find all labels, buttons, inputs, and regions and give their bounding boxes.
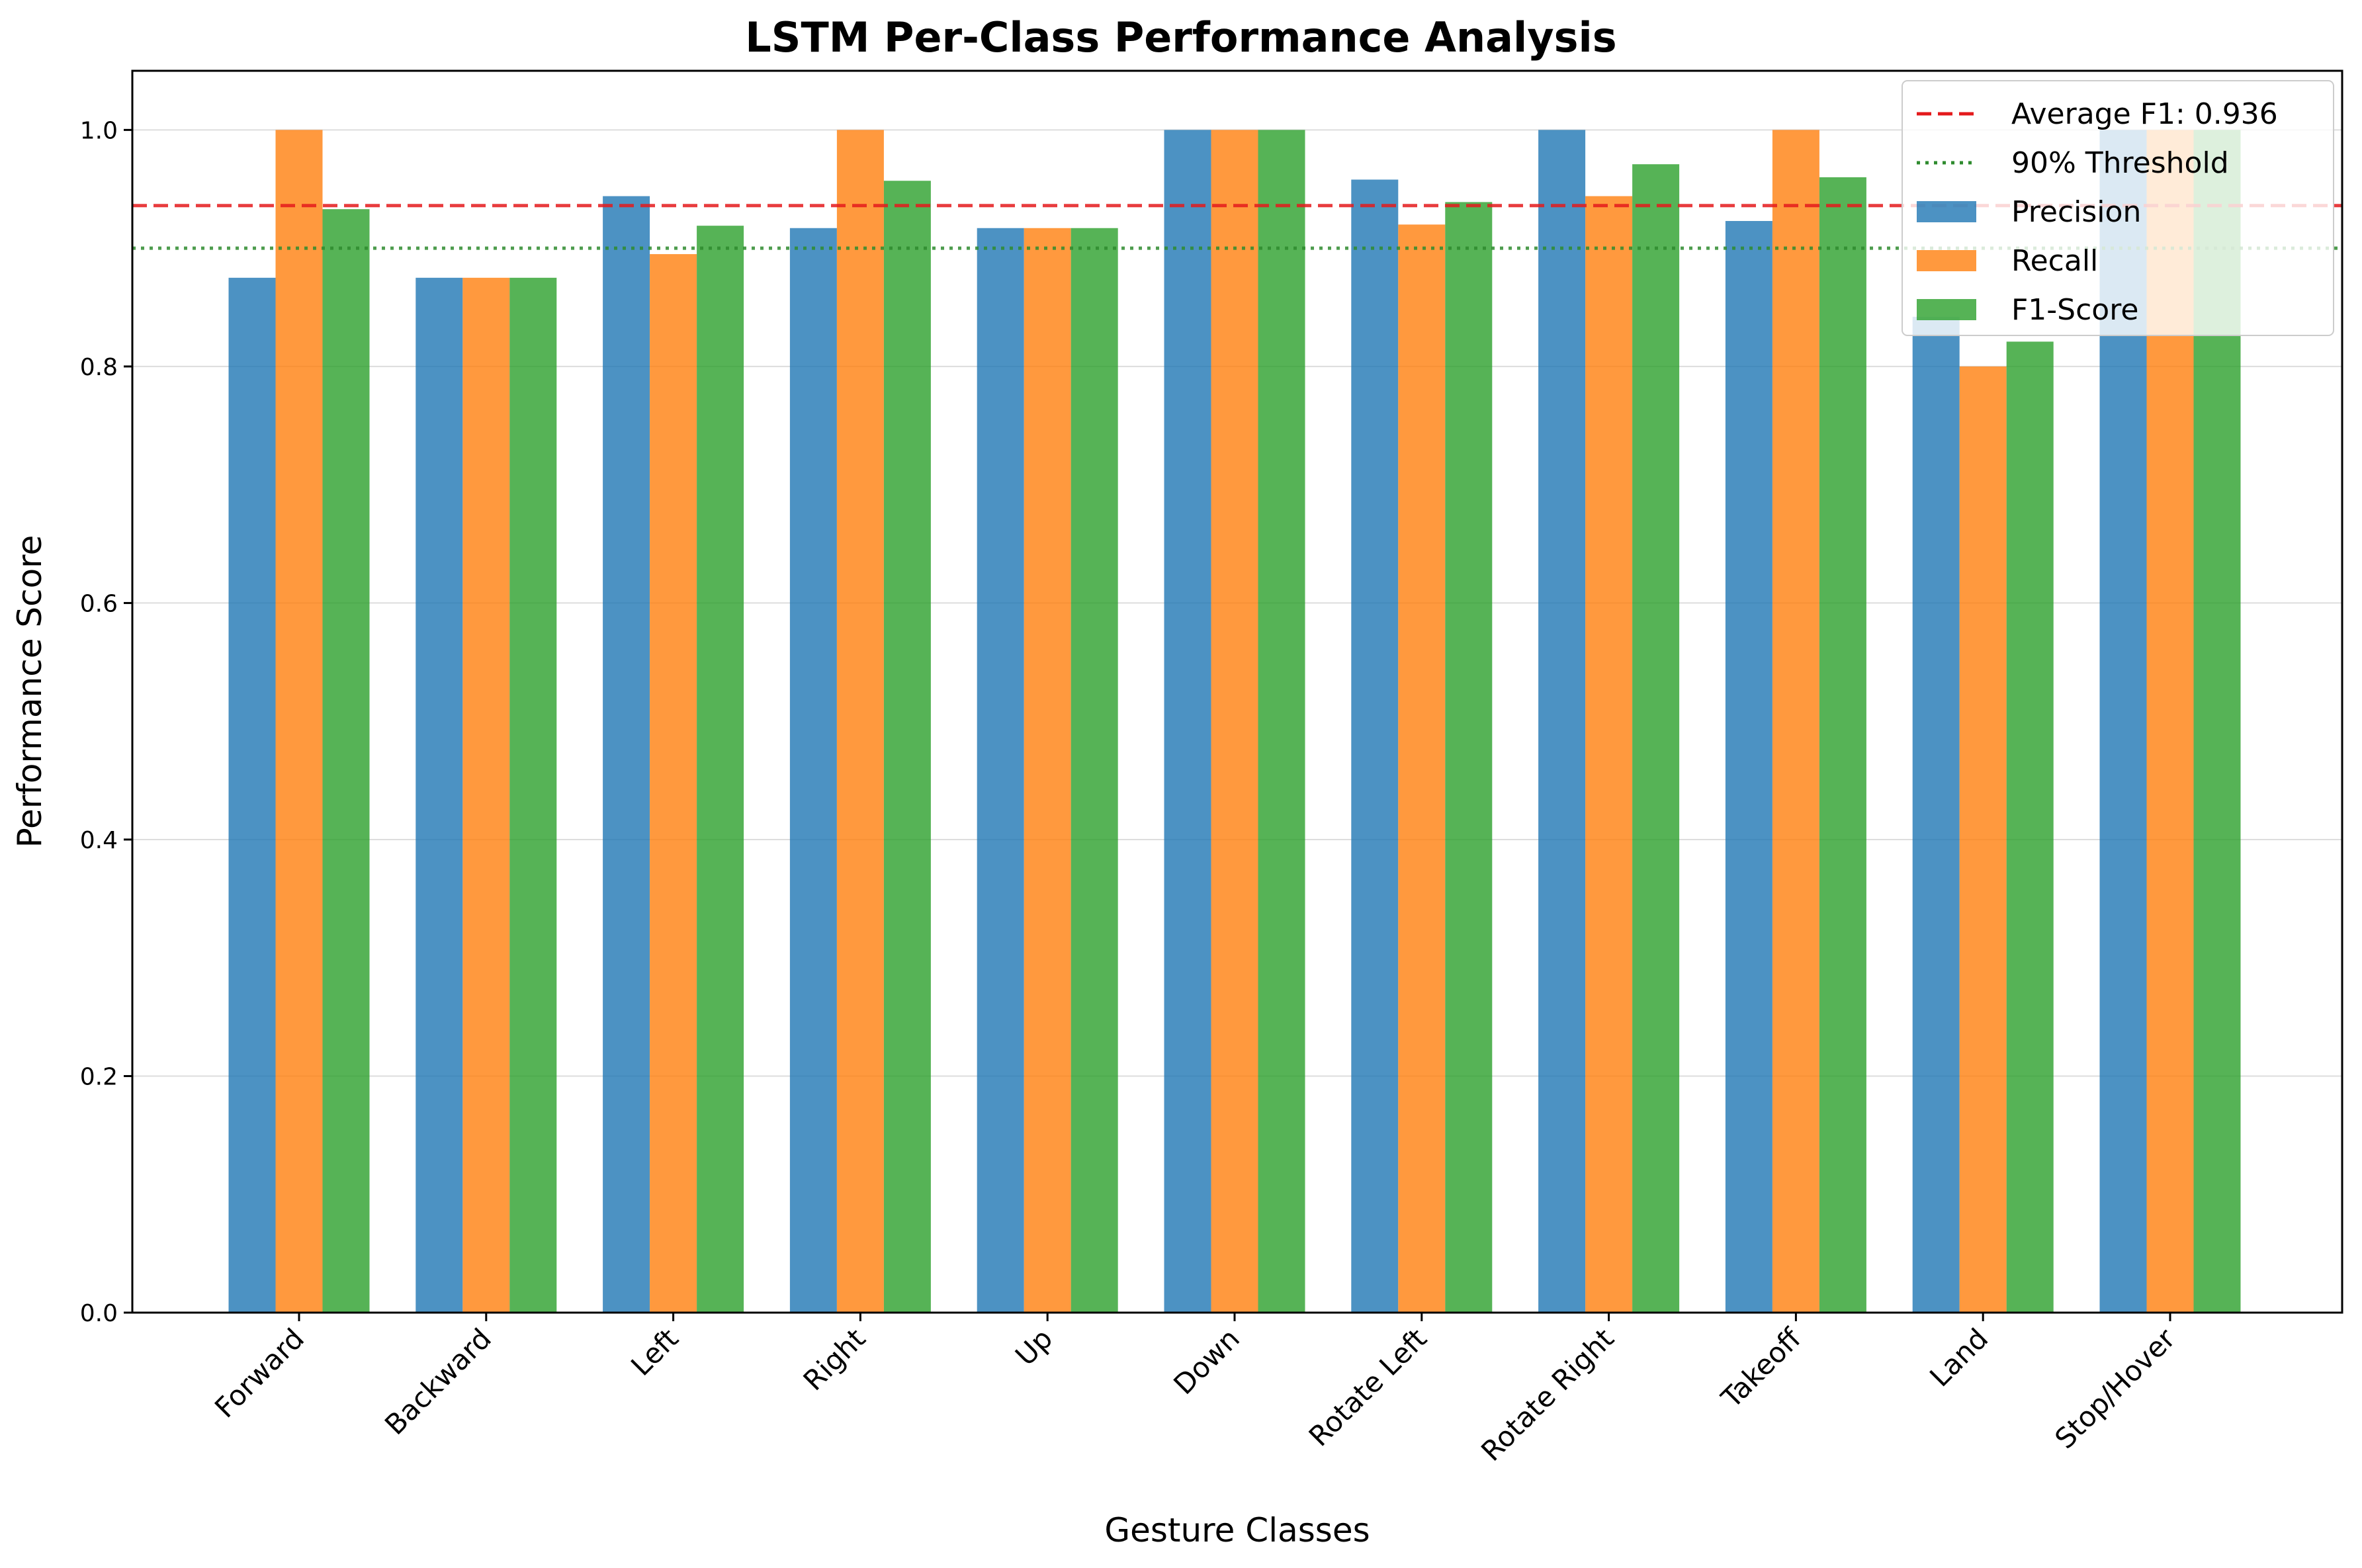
bar-f1-score (1632, 164, 1680, 1313)
y-tick-label: 1.0 (80, 117, 118, 144)
bar-precision (789, 228, 837, 1313)
bar-f1-score (509, 277, 557, 1313)
legend-label: Average F1: 0.936 (2011, 97, 2278, 131)
y-tick-label: 0.8 (80, 354, 118, 381)
legend-label: 90% Threshold (2011, 146, 2229, 180)
legend-swatch (1917, 299, 1976, 320)
bar-precision (603, 196, 650, 1313)
bar-f1-score (697, 226, 744, 1313)
y-tick-label: 0.6 (80, 590, 118, 617)
bar-precision (228, 277, 276, 1313)
y-axis: 0.0 0.2 0.4 0.6 0.8 1.0 (80, 117, 132, 1327)
y-axis-label: Performance Score (11, 535, 49, 848)
bar-recall (1024, 228, 1071, 1313)
legend-label: F1-Score (2011, 293, 2138, 327)
bar-f1-score (883, 181, 931, 1313)
bar-precision (416, 277, 463, 1313)
y-tick-label: 0.0 (80, 1300, 118, 1327)
legend-label: Recall (2011, 244, 2098, 278)
bar-recall (1585, 196, 1633, 1313)
legend: Average F1: 0.936 90% Threshold Precision R… (1902, 80, 2334, 336)
bar-f1-score (2006, 341, 2054, 1313)
bar-recall (650, 254, 697, 1313)
bar-recall (836, 130, 884, 1313)
x-axis-label: Gesture Classes (1104, 1511, 1370, 1549)
y-tick-label: 0.2 (80, 1063, 118, 1090)
bar-recall (1398, 224, 1446, 1313)
bar-precision (1912, 316, 1960, 1313)
bar-recall (462, 277, 510, 1313)
bar-f1-score (1819, 177, 1866, 1313)
legend-swatch (1917, 201, 1976, 222)
legend-label: Precision (2011, 195, 2141, 229)
bar-recall (275, 130, 323, 1313)
bar-precision (977, 228, 1024, 1313)
bar-f1-score (1071, 228, 1118, 1313)
bar-precision (1351, 179, 1399, 1313)
bar-recall (1211, 130, 1258, 1313)
bar-recall (1772, 130, 1819, 1313)
bar-f1-score (1258, 130, 1305, 1313)
bar-precision (1725, 221, 1772, 1313)
plot-frame (131, 69, 2343, 1314)
y-tick-label: 0.4 (80, 827, 118, 854)
bar-f1-score (1445, 202, 1493, 1313)
bar-precision (1164, 130, 1211, 1313)
chart-title: LSTM Per-Class Performance Analysis (745, 13, 1616, 62)
bar-f1-score (322, 209, 370, 1313)
legend-box (1902, 80, 2334, 336)
bar-recall (1959, 366, 2007, 1313)
legend-swatch (1917, 250, 1976, 271)
bar-precision (1538, 130, 1586, 1313)
